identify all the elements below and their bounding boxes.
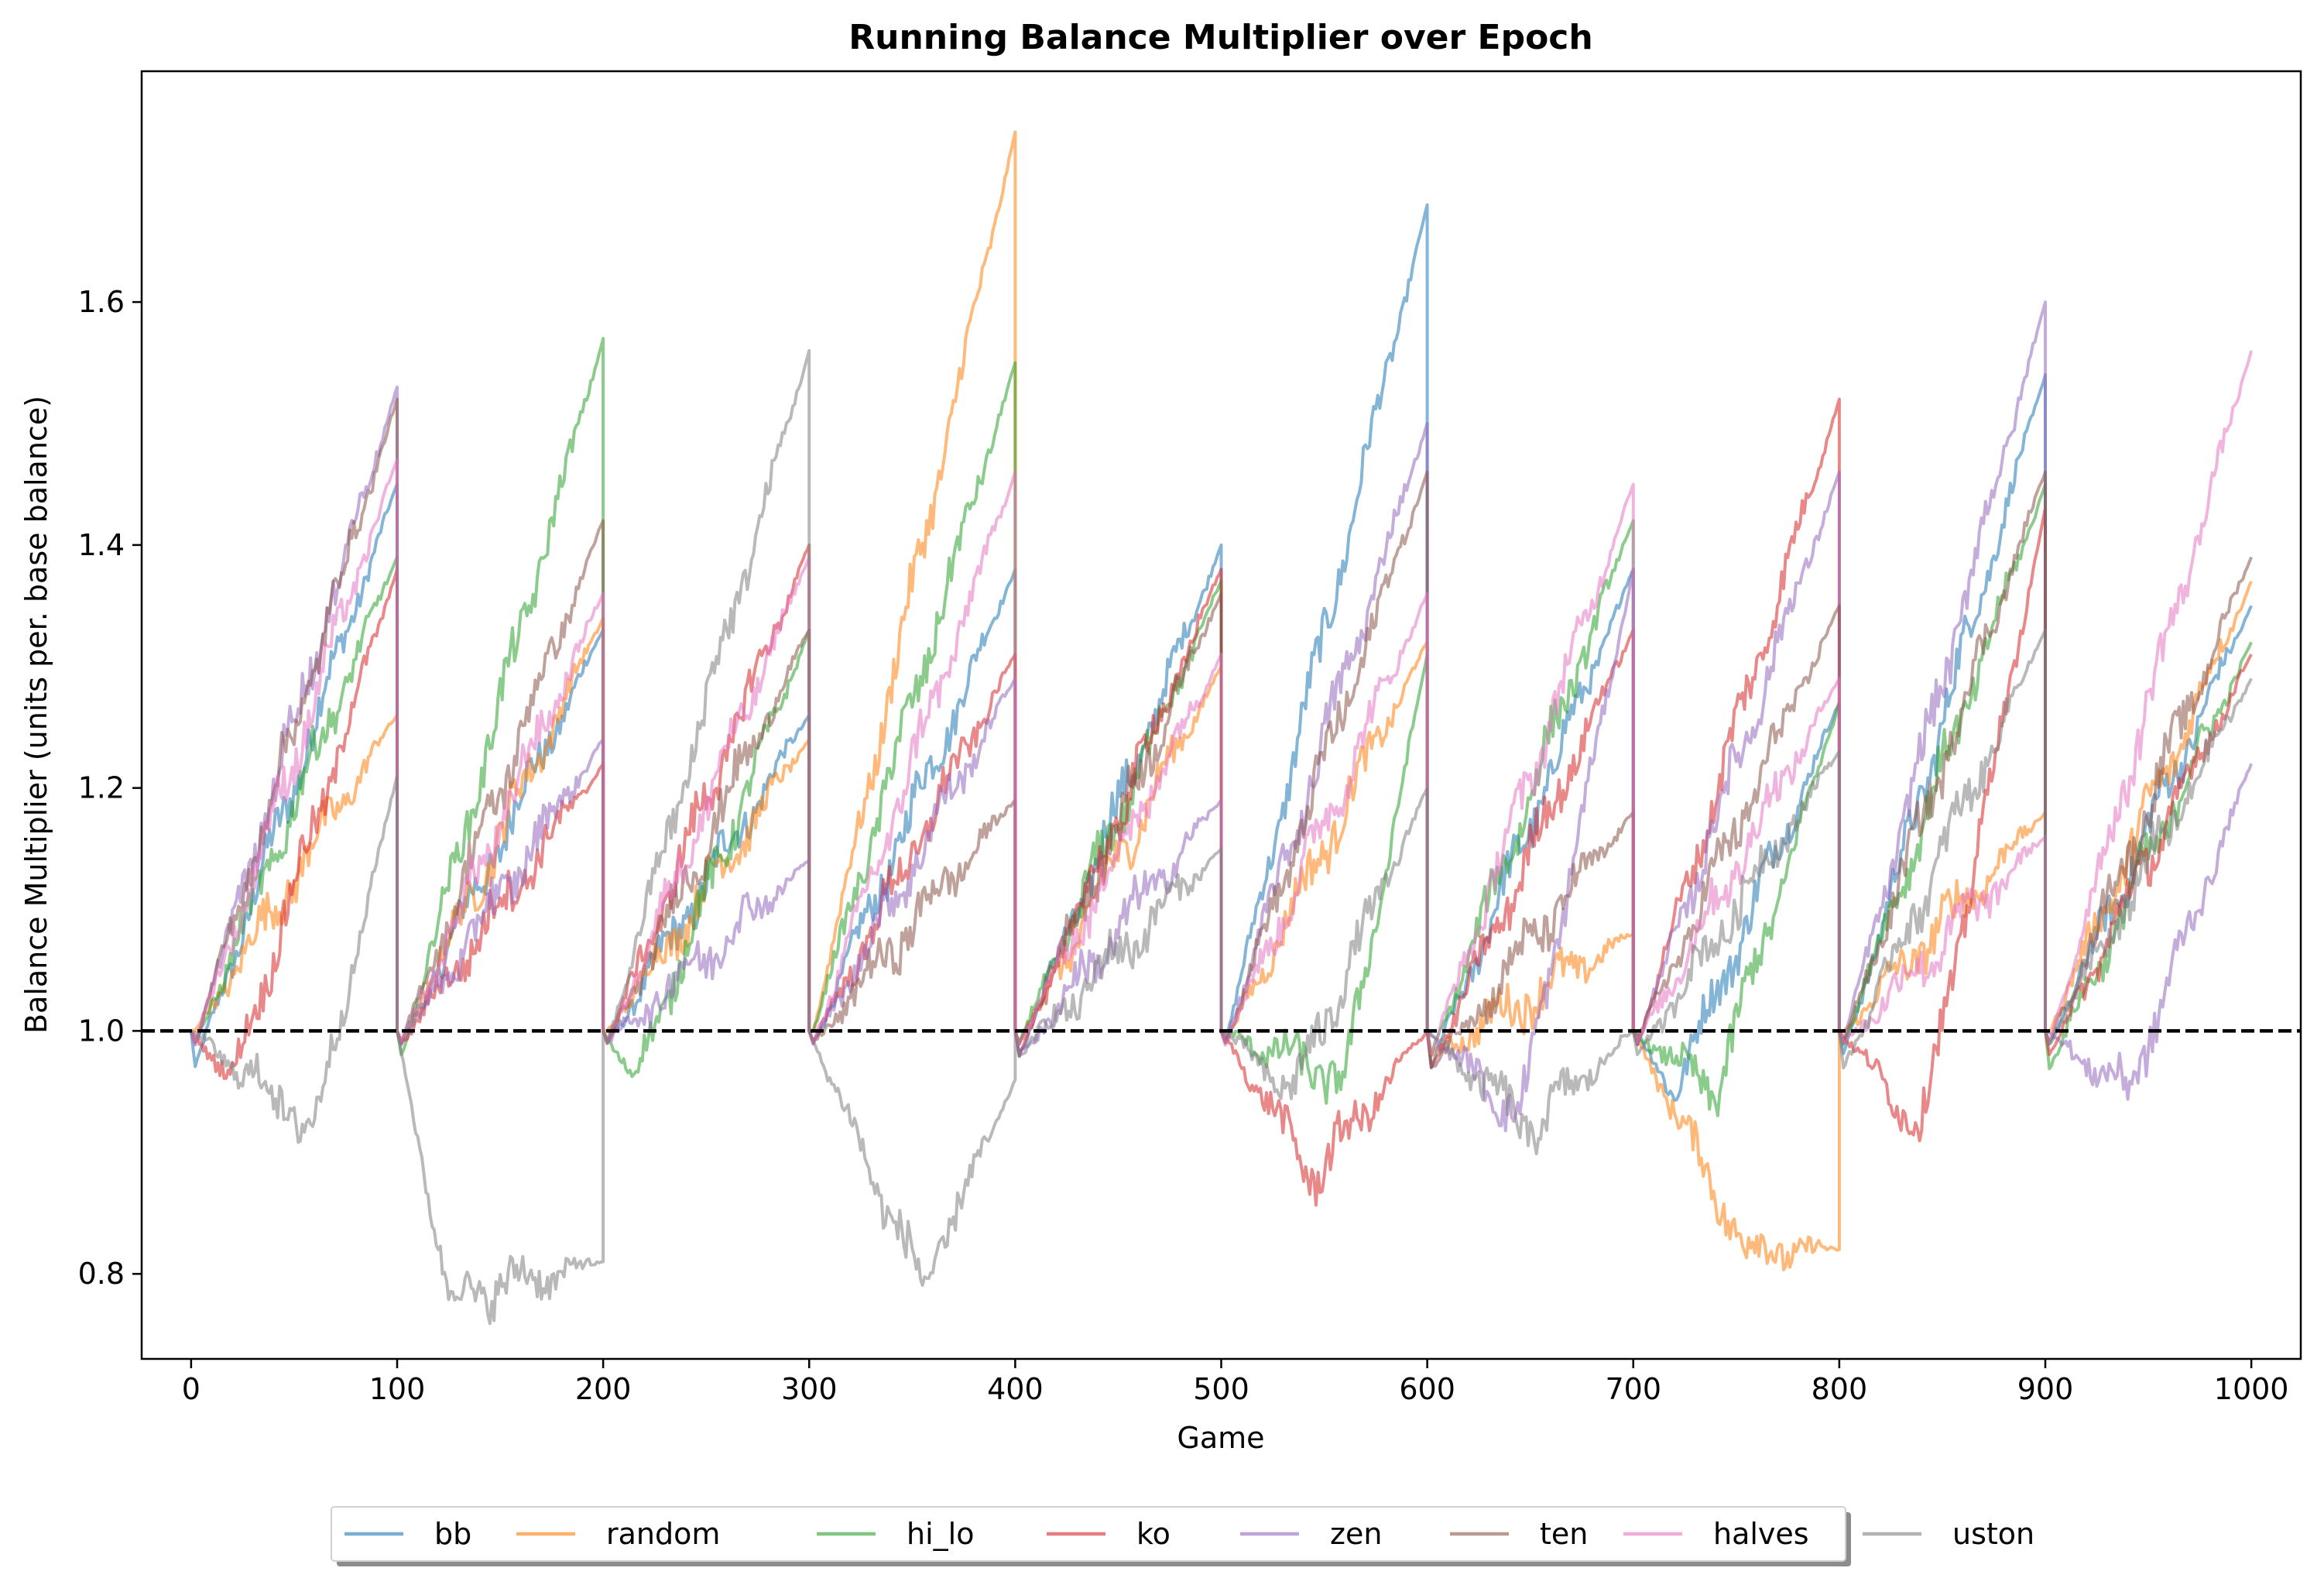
- legend-label-halves: halves: [1713, 1517, 1809, 1551]
- legend-label-ko: ko: [1136, 1517, 1171, 1551]
- series-line-halves: [189, 350, 2254, 1056]
- y-tick-label: 1.4: [78, 528, 125, 562]
- legend-label-zen: zen: [1330, 1517, 1382, 1551]
- x-tick-label: 500: [1193, 1372, 1249, 1406]
- y-tick-label: 1.2: [78, 771, 125, 805]
- x-tick-label: 800: [1812, 1372, 1868, 1406]
- x-tick-label: 100: [369, 1372, 426, 1406]
- series-line-ko: [190, 397, 2253, 1207]
- x-tick-label: 400: [987, 1372, 1044, 1406]
- legend-label-random: random: [606, 1517, 720, 1551]
- x-axis-label: Game: [1177, 1421, 1264, 1455]
- legend-label-uston: uston: [1952, 1517, 2034, 1551]
- legend: bb random hi_lo ko zen ten halves uston: [331, 1506, 2034, 1566]
- x-tick-label: 200: [575, 1372, 632, 1406]
- x-tick-label: 700: [1605, 1372, 1661, 1406]
- y-tick-label: 0.8: [78, 1257, 125, 1291]
- x-axis: 0 100 200 300 400 500 600 700 800 900 1000: [182, 1359, 2289, 1406]
- legend-label-ten: ten: [1540, 1517, 1588, 1551]
- x-tick-label: 1000: [2214, 1372, 2289, 1406]
- y-axis: 0.8 1.0 1.2 1.4 1.6: [78, 285, 142, 1291]
- legend-label-bb: bb: [434, 1517, 471, 1551]
- series-line-uston: [190, 348, 2253, 1326]
- x-tick-label: 0: [182, 1372, 201, 1406]
- legend-label-hi_lo: hi_lo: [907, 1517, 974, 1551]
- x-tick-label: 900: [2017, 1372, 2074, 1406]
- y-axis-label: Balance Multiplier (units per. base bala…: [19, 396, 53, 1034]
- chart-title: Running Balance Multiplier over Epoch: [848, 18, 1592, 57]
- x-tick-label: 300: [781, 1372, 838, 1406]
- y-tick-label: 1.0: [78, 1014, 125, 1048]
- plot-area: [142, 130, 2301, 1326]
- y-tick-label: 1.6: [78, 285, 125, 319]
- x-tick-label: 600: [1399, 1372, 1455, 1406]
